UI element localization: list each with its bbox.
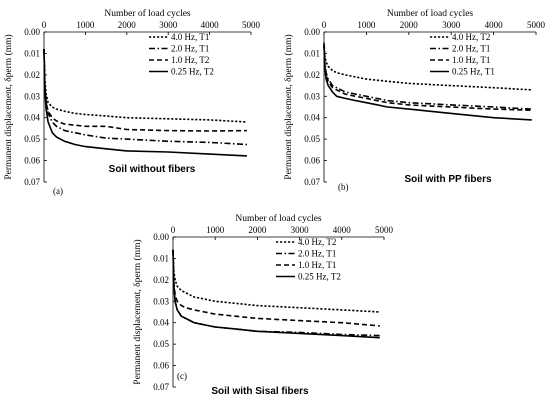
y-tick-label: 0.07	[153, 382, 169, 392]
panel-letter: (c)	[177, 371, 187, 381]
x-tick-label: 2000	[118, 20, 137, 30]
series-line-1	[323, 42, 532, 91]
legend-label: 2.0 Hz, T1	[452, 44, 490, 54]
legend-label: 0.25 Hz, T2	[298, 272, 341, 282]
legend-label: 0.25 Hz, T2	[171, 67, 214, 77]
x-axis-title: Number of load cycles	[104, 8, 191, 19]
legend-label: 1.0 Hz, T1	[452, 55, 490, 65]
y-tick-label: 0.05	[24, 134, 40, 144]
panel-caption: Soil with Sisal fibers	[211, 386, 309, 397]
x-tick-label: 3000	[442, 20, 461, 30]
y-tick-label: 0.03	[153, 296, 169, 306]
y-tick-label: 0.02	[304, 70, 320, 80]
y-tick-label: 0.07	[304, 177, 320, 187]
chart-panel-c: 0 1000 2000 3000 4000 5000 0.00 0.01 0.02 0.03 0.0…	[132, 213, 394, 397]
series-line-1	[172, 249, 380, 313]
y-tick-label: 0.01	[304, 48, 320, 58]
y-tick-label: 0.00	[304, 27, 320, 37]
y-tick-label: 0.06	[304, 156, 320, 166]
x-axis-title: Number of load cycles	[387, 8, 474, 19]
x-tick-label: 3000	[159, 20, 178, 30]
y-tick-label: 0.01	[153, 253, 169, 263]
x-tick-label: 2000	[248, 225, 267, 235]
series-line-4	[43, 49, 247, 157]
x-tick-label: 5000	[242, 20, 261, 30]
x-tick-label: 0	[171, 225, 176, 235]
x-tick-label: 5000	[527, 20, 546, 30]
x-tick-label: 1000	[357, 20, 376, 30]
series-line-4	[172, 249, 380, 339]
y-tick-label: 0.00	[24, 27, 40, 37]
series-line-3	[323, 44, 532, 111]
y-tick-label: 0.06	[24, 156, 40, 166]
panel-letter: (a)	[53, 186, 63, 196]
panel-letter: (b)	[338, 182, 349, 192]
panel-caption: Soil with PP fibers	[404, 174, 491, 185]
y-tick-label: 0.06	[153, 361, 169, 371]
chart-panel-b: 0 1000 2000 3000 4000 5000 0.00 0.01 0.02 0.03 0.0…	[283, 8, 546, 192]
x-tick-label: 0	[322, 20, 327, 30]
y-tick-label: 0.00	[153, 232, 169, 242]
x-tick-label: 2000	[400, 20, 419, 30]
legend-label: 4.0 Hz, T2	[452, 32, 490, 42]
x-tick-label: 4000	[333, 225, 352, 235]
series-line-4	[323, 44, 532, 121]
y-tick-label: 0.04	[304, 113, 320, 123]
chart-panel-a: 0 1000 2000 3000 4000 5000 0.00 0.01 0.02 0.03 0.0…	[3, 8, 261, 196]
y-tick-label: 0.04	[24, 113, 40, 123]
legend: 4.0 Hz, T2 2.0 Hz, T11.0 Hz, T1 0.25 Hz, T…	[276, 237, 341, 282]
y-axis-title: Permanent displacement, δperm (mm)	[283, 34, 294, 179]
series-line-2	[323, 44, 532, 110]
x-tick-label: 4000	[201, 20, 220, 30]
legend: 4.0 Hz, T2 2.0 Hz, T11.0 Hz, T1 0.25 Hz, T…	[430, 32, 495, 77]
x-tick-label: 4000	[485, 20, 504, 30]
legend-label: 0.25 Hz, T1	[452, 67, 495, 77]
series-line-1	[43, 49, 247, 123]
y-tick-label: 0.05	[153, 339, 169, 349]
x-tick-label: 0	[42, 20, 47, 30]
y-tick-label: 0.05	[304, 134, 320, 144]
legend-label: 1.0 Hz, T1	[298, 260, 336, 270]
y-tick-label: 0.03	[24, 91, 40, 101]
x-tick-label: 1000	[206, 225, 225, 235]
legend-label: 2.0 Hz, T1	[298, 249, 336, 259]
legend-label: 4.0 Hz, T2	[298, 237, 336, 247]
y-tick-label: 0.04	[153, 318, 169, 328]
x-tick-label: 1000	[76, 20, 95, 30]
series-line-3	[43, 49, 247, 132]
y-tick-label: 0.02	[24, 70, 40, 80]
x-tick-label: 5000	[375, 225, 394, 235]
legend: 4.0 Hz, T1 2.0 Hz, T11.0 Hz, T2 0.25 Hz, T…	[149, 32, 214, 77]
x-tick-label: 3000	[291, 225, 310, 235]
y-tick-label: 0.07	[24, 177, 40, 187]
y-axis-title: Permanent displacement, δperm (mm)	[132, 239, 143, 384]
legend-label: 4.0 Hz, T1	[171, 32, 209, 42]
y-tick-label: 0.03	[304, 91, 320, 101]
panel-caption: Soil without fibers	[109, 164, 196, 175]
legend-label: 2.0 Hz, T1	[171, 44, 209, 54]
y-axis-title: Permanent displacement, δperm (mm)	[3, 34, 14, 179]
legend-label: 1.0 Hz, T2	[171, 55, 209, 65]
x-axis-title: Number of load cycles	[235, 213, 322, 224]
y-tick-label: 0.01	[24, 48, 40, 58]
y-tick-label: 0.02	[153, 275, 169, 285]
series-line-3	[172, 249, 380, 327]
